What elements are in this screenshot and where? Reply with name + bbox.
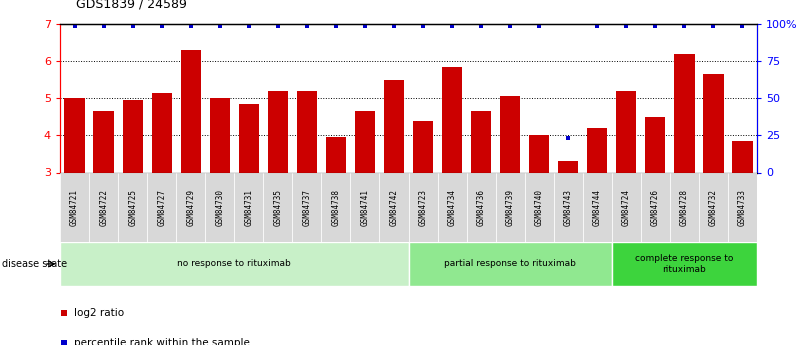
Text: GSM84742: GSM84742 [389,188,398,226]
Text: GSM84727: GSM84727 [157,188,166,226]
Text: GSM84743: GSM84743 [564,188,573,226]
Text: GSM84741: GSM84741 [360,188,369,226]
Bar [94,111,114,172]
Text: GSM84721: GSM84721 [70,188,79,226]
Bar [612,172,641,242]
Text: GSM84726: GSM84726 [651,188,660,226]
Bar [587,128,607,172]
Text: GSM84724: GSM84724 [622,188,630,226]
Bar [350,172,380,242]
Text: GSM84729: GSM84729 [187,188,195,226]
Text: GSM84740: GSM84740 [535,188,544,226]
Bar [582,172,612,242]
Bar [670,172,698,242]
Bar [703,74,723,172]
Bar [529,135,549,172]
Bar [471,111,491,172]
Bar [553,172,582,242]
Text: percentile rank within the sample: percentile rank within the sample [74,338,250,345]
Text: GSM84733: GSM84733 [738,188,747,226]
Bar [292,172,321,242]
Bar [321,172,350,242]
Bar [409,172,437,242]
Text: partial response to rituximab: partial response to rituximab [445,259,576,268]
Bar [558,161,578,172]
Bar [496,172,525,242]
Bar [89,172,118,242]
Bar [612,241,757,286]
Bar [674,54,694,172]
Bar [437,172,466,242]
Bar [645,117,666,172]
Text: GSM84744: GSM84744 [593,188,602,226]
Bar [60,172,89,242]
Bar [176,172,205,242]
Bar [466,172,496,242]
Bar [732,141,753,172]
Bar [525,172,553,242]
Text: GSM84725: GSM84725 [128,188,137,226]
Text: GSM84735: GSM84735 [273,188,282,226]
Bar [326,137,346,172]
Bar [728,172,757,242]
Bar [123,100,143,172]
Text: GSM84722: GSM84722 [99,188,108,226]
Bar [409,241,612,286]
Bar [151,93,172,172]
Bar [180,50,201,172]
Bar [384,80,405,172]
Bar [413,120,433,172]
Bar [264,172,292,242]
Text: GSM84731: GSM84731 [244,188,253,226]
Text: GSM84723: GSM84723 [419,188,428,226]
Bar [147,172,176,242]
Bar [268,91,288,172]
Bar [118,172,147,242]
Text: GSM84734: GSM84734 [448,188,457,226]
Bar [60,241,409,286]
Bar [355,111,375,172]
Text: GSM84730: GSM84730 [215,188,224,226]
Text: GSM84739: GSM84739 [505,188,514,226]
Text: GDS1839 / 24589: GDS1839 / 24589 [76,0,187,10]
Bar [500,97,521,172]
Text: no response to rituximab: no response to rituximab [177,259,292,268]
Bar [380,172,409,242]
Bar [234,172,264,242]
Bar [239,104,259,172]
Text: GSM84737: GSM84737 [303,188,312,226]
Bar [616,91,637,172]
Text: GSM84728: GSM84728 [680,188,689,226]
Bar [205,172,234,242]
Text: complete response to
rituximab: complete response to rituximab [635,254,734,274]
Bar [442,67,462,172]
Bar [210,98,230,172]
Bar [698,172,728,242]
Text: log2 ratio: log2 ratio [74,308,124,317]
Text: GSM84738: GSM84738 [332,188,340,226]
Bar [641,172,670,242]
Text: GSM84736: GSM84736 [477,188,485,226]
Bar [64,98,85,172]
Text: disease state: disease state [2,259,66,269]
Bar [296,91,317,172]
Text: GSM84732: GSM84732 [709,188,718,226]
